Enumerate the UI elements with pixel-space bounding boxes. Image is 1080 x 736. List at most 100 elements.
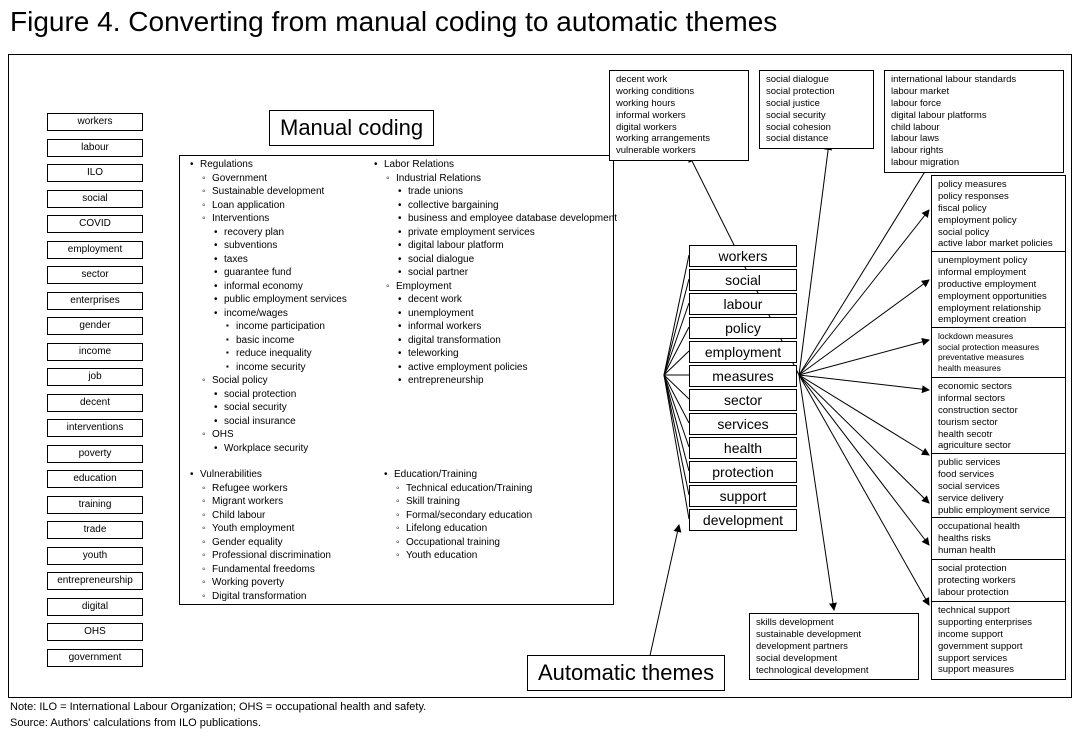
manual-item: Loan application: [212, 199, 376, 213]
cluster-line: skills development: [756, 617, 912, 629]
manual-item: Professional discrimination: [212, 549, 376, 563]
cluster-line: labour rights: [891, 145, 1057, 157]
keyword-workers: workers: [47, 113, 143, 131]
manual-item: Refugee workers: [212, 482, 376, 496]
manual-item: subventions: [224, 239, 376, 253]
manual-item: income/wages: [224, 307, 376, 321]
manual-item: Industrial Relations: [396, 172, 620, 186]
cluster-line: income support: [938, 629, 1059, 641]
keyword-income: income: [47, 343, 143, 361]
cluster-employment: unemployment policyinformal employmentpr…: [931, 251, 1066, 330]
theme-labour: labour: [689, 293, 797, 315]
manual-coding-panel: RegulationsGovernmentSustainable develop…: [179, 155, 614, 605]
keyword-training: training: [47, 496, 143, 514]
manual-item: Workplace security: [224, 442, 376, 456]
manual-item: entrepreneurship: [408, 374, 620, 388]
theme-sector: sector: [689, 389, 797, 411]
cluster-line: decent work: [616, 74, 742, 86]
cluster-line: supporting enterprises: [938, 617, 1059, 629]
keyword-interventions: interventions: [47, 419, 143, 437]
keyword-education: education: [47, 470, 143, 488]
manual-item: teleworking: [408, 347, 620, 361]
manual-item: informal workers: [408, 320, 620, 334]
cluster-line: labour migration: [891, 157, 1057, 169]
cluster-support: technical supportsupporting enterprisesi…: [931, 601, 1066, 680]
automatic-themes-label: Automatic themes: [527, 655, 725, 691]
manual-item: Regulations: [200, 158, 376, 172]
cluster-line: social protection: [938, 563, 1059, 575]
cluster-line: employment relationship: [938, 303, 1059, 315]
cluster-line: health secotr: [938, 429, 1059, 441]
manual-item: public employment services: [224, 293, 376, 307]
manual-item: social protection: [224, 388, 376, 402]
manual-item: Child labour: [212, 509, 376, 523]
manual-item: informal economy: [224, 280, 376, 294]
cluster-line: digital labour platforms: [891, 110, 1057, 122]
cluster-line: social justice: [766, 98, 867, 110]
keyword-digital: digital: [47, 598, 143, 616]
cluster-line: labour protection: [938, 587, 1059, 599]
cluster-line: employment policy: [938, 215, 1059, 227]
cluster-line: policy responses: [938, 191, 1059, 203]
keyword-COVID: COVID: [47, 215, 143, 233]
cluster-line: technical support: [938, 605, 1059, 617]
manual-item: Vulnerabilities: [200, 468, 376, 482]
manual-item: Sustainable development: [212, 185, 376, 199]
manual-item: taxes: [224, 253, 376, 267]
manual-item: guarantee fund: [224, 266, 376, 280]
cluster-workers: decent workworking conditionsworking hou…: [609, 70, 749, 161]
manual-item: trade unions: [408, 185, 620, 199]
cluster-policy: policy measurespolicy responsesfiscal po…: [931, 175, 1066, 254]
cluster-measures: lockdown measuressocial protection measu…: [931, 327, 1066, 378]
manual-item: Youth education: [406, 549, 600, 563]
cluster-line: informal sectors: [938, 393, 1059, 405]
theme-protection: protection: [689, 461, 797, 483]
cluster-line: social distance: [766, 133, 867, 145]
cluster-line: service delivery: [938, 493, 1059, 505]
cluster-line: labour market: [891, 86, 1057, 98]
cluster-line: social dialogue: [766, 74, 867, 86]
cluster-line: unemployment policy: [938, 255, 1059, 267]
keyword-labour: labour: [47, 139, 143, 157]
cluster-line: lockdown measures: [938, 331, 1059, 342]
manual-item: collective bargaining: [408, 199, 620, 213]
cluster-line: tourism sector: [938, 417, 1059, 429]
cluster-protection: social protectionprotecting workerslabou…: [931, 559, 1066, 603]
keyword-sector: sector: [47, 266, 143, 284]
manual-item: Interventions: [212, 212, 376, 226]
keyword-youth: youth: [47, 547, 143, 565]
cluster-line: healths risks: [938, 533, 1059, 545]
cluster-line: vulnerable workers: [616, 145, 742, 157]
keyword-job: job: [47, 368, 143, 386]
cluster-line: employment opportunities: [938, 291, 1059, 303]
keyword-government: government: [47, 649, 143, 667]
manual-item: Working poverty: [212, 576, 376, 590]
cluster-line: social protection measures: [938, 342, 1059, 353]
cluster-line: social services: [938, 481, 1059, 493]
cluster-health: occupational healthhealths riskshuman he…: [931, 517, 1066, 561]
manual-item: unemployment: [408, 307, 620, 321]
manual-item: reduce inequality: [236, 347, 376, 361]
manual-item: social insurance: [224, 415, 376, 429]
footnote-note: Note: ILO = International Labour Organiz…: [10, 700, 426, 714]
manual-item: Youth employment: [212, 522, 376, 536]
manual-item: active employment policies: [408, 361, 620, 375]
manual-item: recovery plan: [224, 226, 376, 240]
cluster-line: employment creation: [938, 314, 1059, 326]
cluster-social: social dialoguesocial protectionsocial j…: [759, 70, 874, 149]
cluster-line: working hours: [616, 98, 742, 110]
keyword-trade: trade: [47, 521, 143, 539]
theme-workers: workers: [689, 245, 797, 267]
cluster-line: support services: [938, 653, 1059, 665]
manual-item: OHS: [212, 428, 376, 442]
cluster-line: productive employment: [938, 279, 1059, 291]
cluster-line: informal employment: [938, 267, 1059, 279]
manual-item: social dialogue: [408, 253, 620, 267]
cluster-line: technological development: [756, 665, 912, 677]
manual-item: income security: [236, 361, 376, 375]
cluster-line: development partners: [756, 641, 912, 653]
theme-development: development: [689, 509, 797, 531]
cluster-line: agriculture sector: [938, 440, 1059, 452]
manual-item: business and employee database developme…: [408, 212, 620, 226]
cluster-line: public services: [938, 457, 1059, 469]
